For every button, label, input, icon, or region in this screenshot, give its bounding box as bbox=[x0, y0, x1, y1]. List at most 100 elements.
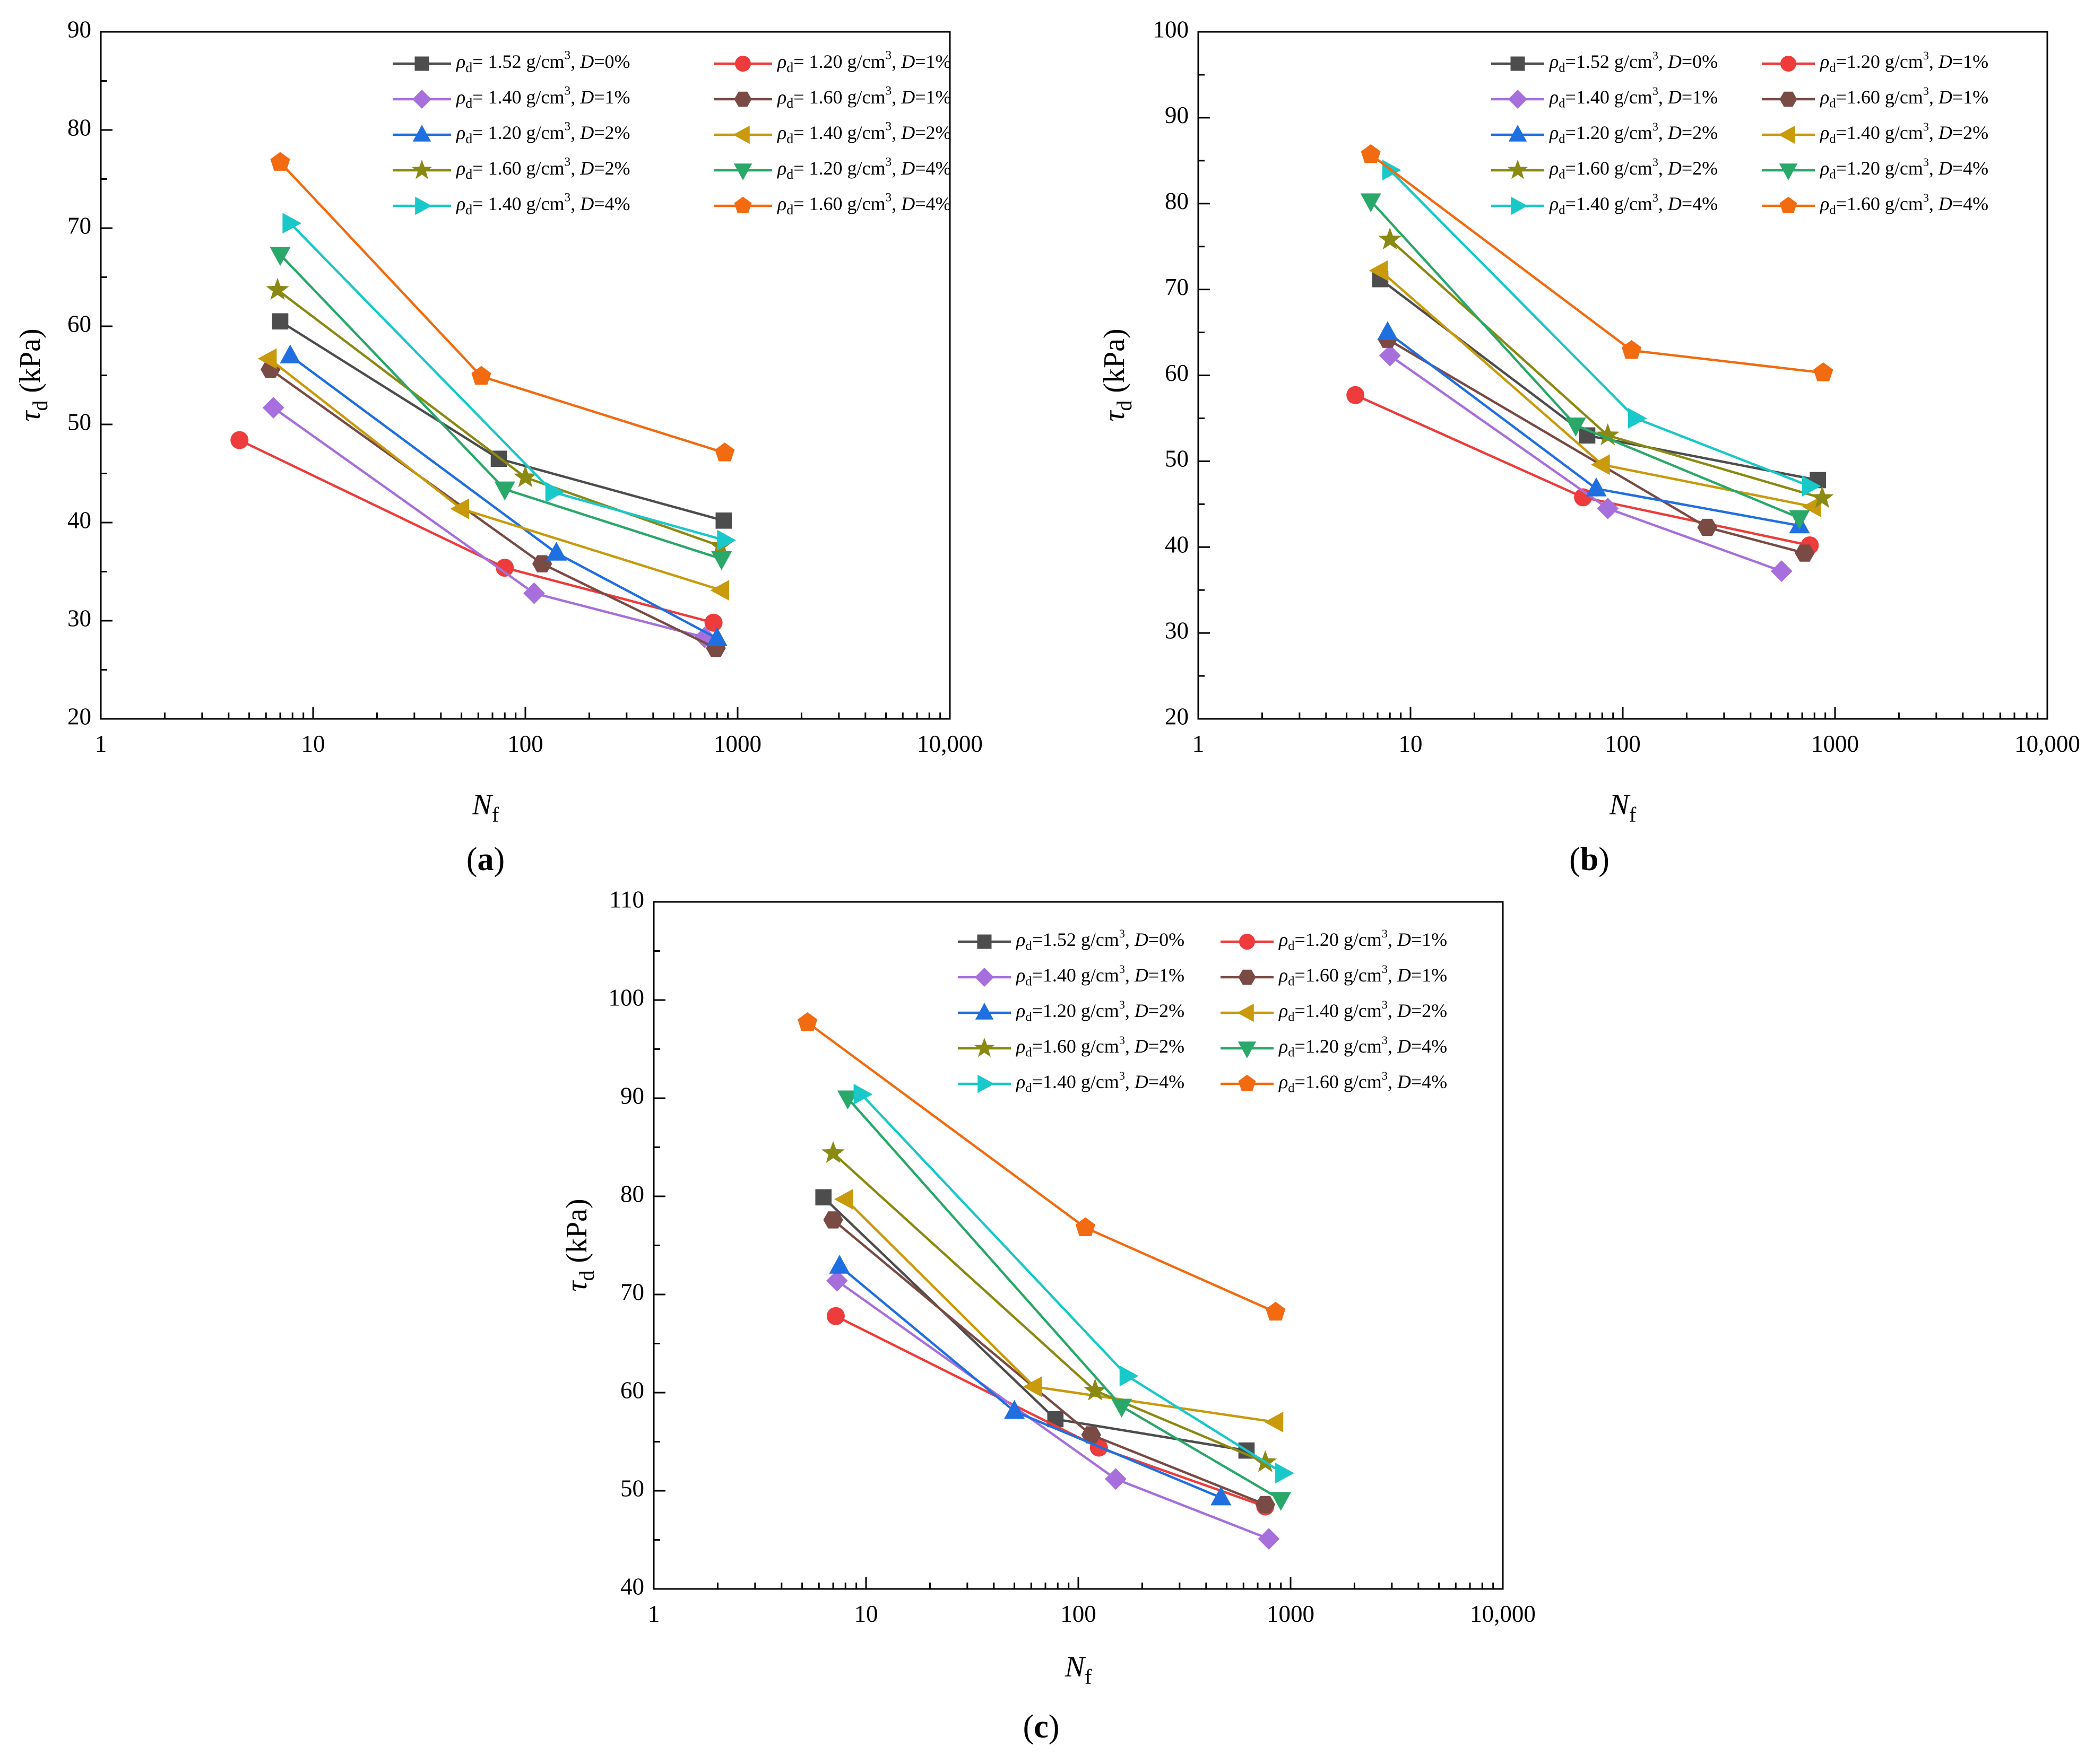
legend-label: ρd= 1.60 g/cm3, D=4% bbox=[777, 191, 951, 218]
series-line bbox=[846, 1097, 1282, 1501]
legend-marker bbox=[1238, 969, 1256, 985]
series-line bbox=[1379, 270, 1814, 508]
data-point bbox=[1597, 498, 1619, 519]
y-axis-title: τd (kPa) bbox=[1098, 328, 1136, 421]
series-1_40-D1 bbox=[1379, 344, 1793, 582]
x-tick-label: 1000 bbox=[1811, 731, 1859, 757]
data-point bbox=[1379, 344, 1401, 367]
data-point bbox=[1574, 488, 1593, 507]
legend-item: ρd=1.52 g/cm3, D=0% bbox=[958, 927, 1184, 953]
data-point bbox=[704, 613, 723, 632]
data-point bbox=[1697, 518, 1717, 536]
data-point bbox=[270, 152, 290, 171]
x-tick-label: 10 bbox=[854, 1601, 878, 1627]
panel-label: (b) bbox=[1569, 841, 1610, 877]
legend-label: ρd=1.40 g/cm3, D=4% bbox=[1549, 191, 1718, 217]
data-point bbox=[282, 213, 302, 234]
legend-item: ρd=1.60 g/cm3, D=1% bbox=[1762, 84, 1988, 110]
legend-item: ρd=1.20 g/cm3, D=2% bbox=[1491, 120, 1718, 146]
legend-marker bbox=[412, 125, 431, 142]
series-1_40-D1 bbox=[262, 397, 716, 648]
data-point bbox=[798, 1012, 818, 1031]
legend-item: ρd=1.40 g/cm3, D=1% bbox=[958, 962, 1184, 988]
data-point bbox=[272, 313, 289, 330]
legend-marker bbox=[1780, 56, 1796, 72]
series-1_52-D0 bbox=[815, 1189, 1255, 1459]
x-tick-label: 10,000 bbox=[2014, 731, 2080, 757]
y-tick-label: 70 bbox=[1165, 274, 1189, 300]
legend-label: ρd=1.20 g/cm3, D=2% bbox=[1549, 120, 1718, 146]
data-point bbox=[821, 1141, 845, 1163]
data-point bbox=[1802, 496, 1821, 517]
legend-label: ρd= 1.40 g/cm3, D=4% bbox=[456, 191, 630, 218]
legend-label: ρd=1.60 g/cm3, D=2% bbox=[1549, 155, 1718, 181]
data-point bbox=[1258, 1528, 1280, 1550]
data-point bbox=[450, 498, 470, 519]
series-line bbox=[1370, 153, 1824, 374]
data-point bbox=[1813, 362, 1833, 381]
legend-label: ρd=1.40 g/cm3, D=2% bbox=[1278, 998, 1447, 1024]
series-1_20-D1 bbox=[230, 431, 723, 632]
legend-marker bbox=[411, 159, 432, 179]
legend-item: ρd=1.40 g/cm3, D=1% bbox=[1491, 84, 1718, 110]
legend-item: ρd=1.52 g/cm3, D=0% bbox=[1491, 49, 1718, 75]
series-1_60-D4 bbox=[1361, 144, 1833, 381]
legend-label: ρd=1.52 g/cm3, D=0% bbox=[1549, 49, 1718, 75]
legend-marker bbox=[1511, 196, 1528, 215]
y-axis-title: τd (kPa) bbox=[14, 328, 52, 421]
data-point bbox=[266, 277, 289, 300]
y-tick-label: 50 bbox=[67, 409, 91, 435]
series-line bbox=[1389, 354, 1783, 572]
legend-item: ρd=1.60 g/cm3, D=4% bbox=[1221, 1069, 1447, 1095]
legend-item: ρd=1.20 g/cm3, D=1% bbox=[1762, 49, 1988, 75]
data-point bbox=[1264, 1411, 1284, 1433]
legend-label: ρd= 1.40 g/cm3, D=1% bbox=[456, 84, 630, 111]
series-1_40-D2 bbox=[834, 1189, 1284, 1433]
y-tick-label: 50 bbox=[620, 1475, 644, 1501]
legend-marker bbox=[415, 196, 432, 215]
data-point bbox=[837, 1090, 859, 1110]
legend-marker bbox=[1779, 163, 1798, 180]
legend-item: ρd= 1.60 g/cm3, D=2% bbox=[393, 155, 630, 182]
legend-label: ρd=1.60 g/cm3, D=2% bbox=[1016, 1033, 1184, 1059]
legend-label: ρd=1.20 g/cm3, D=4% bbox=[1278, 1033, 1447, 1059]
legend-label: ρd=1.40 g/cm3, D=2% bbox=[1820, 120, 1988, 146]
series-line bbox=[1387, 338, 1805, 554]
series-line bbox=[836, 1280, 1269, 1540]
legend-marker bbox=[1510, 56, 1525, 71]
data-point bbox=[1590, 454, 1610, 475]
y-tick-label: 20 bbox=[67, 703, 91, 729]
legend-label: ρd= 1.40 g/cm3, D=2% bbox=[777, 120, 951, 146]
legend-marker bbox=[412, 90, 431, 109]
series-1_40-D2 bbox=[257, 348, 730, 601]
y-tick-label: 30 bbox=[1165, 617, 1189, 644]
data-point bbox=[1346, 386, 1365, 404]
legend-label: ρd=1.20 g/cm3, D=1% bbox=[1278, 927, 1447, 953]
series-line bbox=[860, 1093, 1284, 1474]
data-point bbox=[710, 580, 730, 601]
data-point bbox=[1770, 560, 1793, 582]
legend-marker bbox=[734, 91, 752, 107]
data-point bbox=[1004, 1400, 1025, 1419]
legend-marker bbox=[977, 1074, 994, 1093]
legend-item: ρd= 1.60 g/cm3, D=4% bbox=[714, 191, 951, 218]
legend-item: ρd= 1.40 g/cm3, D=2% bbox=[714, 120, 951, 146]
legend-label: ρd=1.60 g/cm3, D=4% bbox=[1820, 191, 1988, 217]
legend-item: ρd= 1.20 g/cm3, D=4% bbox=[714, 155, 951, 182]
data-point bbox=[1802, 475, 1821, 497]
y-tick-label: 40 bbox=[67, 507, 91, 533]
legend-marker bbox=[1239, 934, 1255, 950]
legend-marker bbox=[975, 1003, 994, 1020]
legend-label: ρd=1.40 g/cm3, D=1% bbox=[1016, 962, 1184, 988]
data-point bbox=[1378, 227, 1402, 250]
data-point bbox=[1266, 1301, 1286, 1321]
x-tick-label: 10 bbox=[301, 731, 325, 757]
y-tick-label: 60 bbox=[620, 1377, 644, 1403]
data-point bbox=[1628, 407, 1647, 429]
y-tick-label: 90 bbox=[1165, 102, 1189, 128]
data-point bbox=[1270, 1492, 1292, 1511]
series-1_20-D2 bbox=[280, 344, 728, 646]
legend-item: ρd=1.40 g/cm3, D=2% bbox=[1221, 998, 1447, 1024]
